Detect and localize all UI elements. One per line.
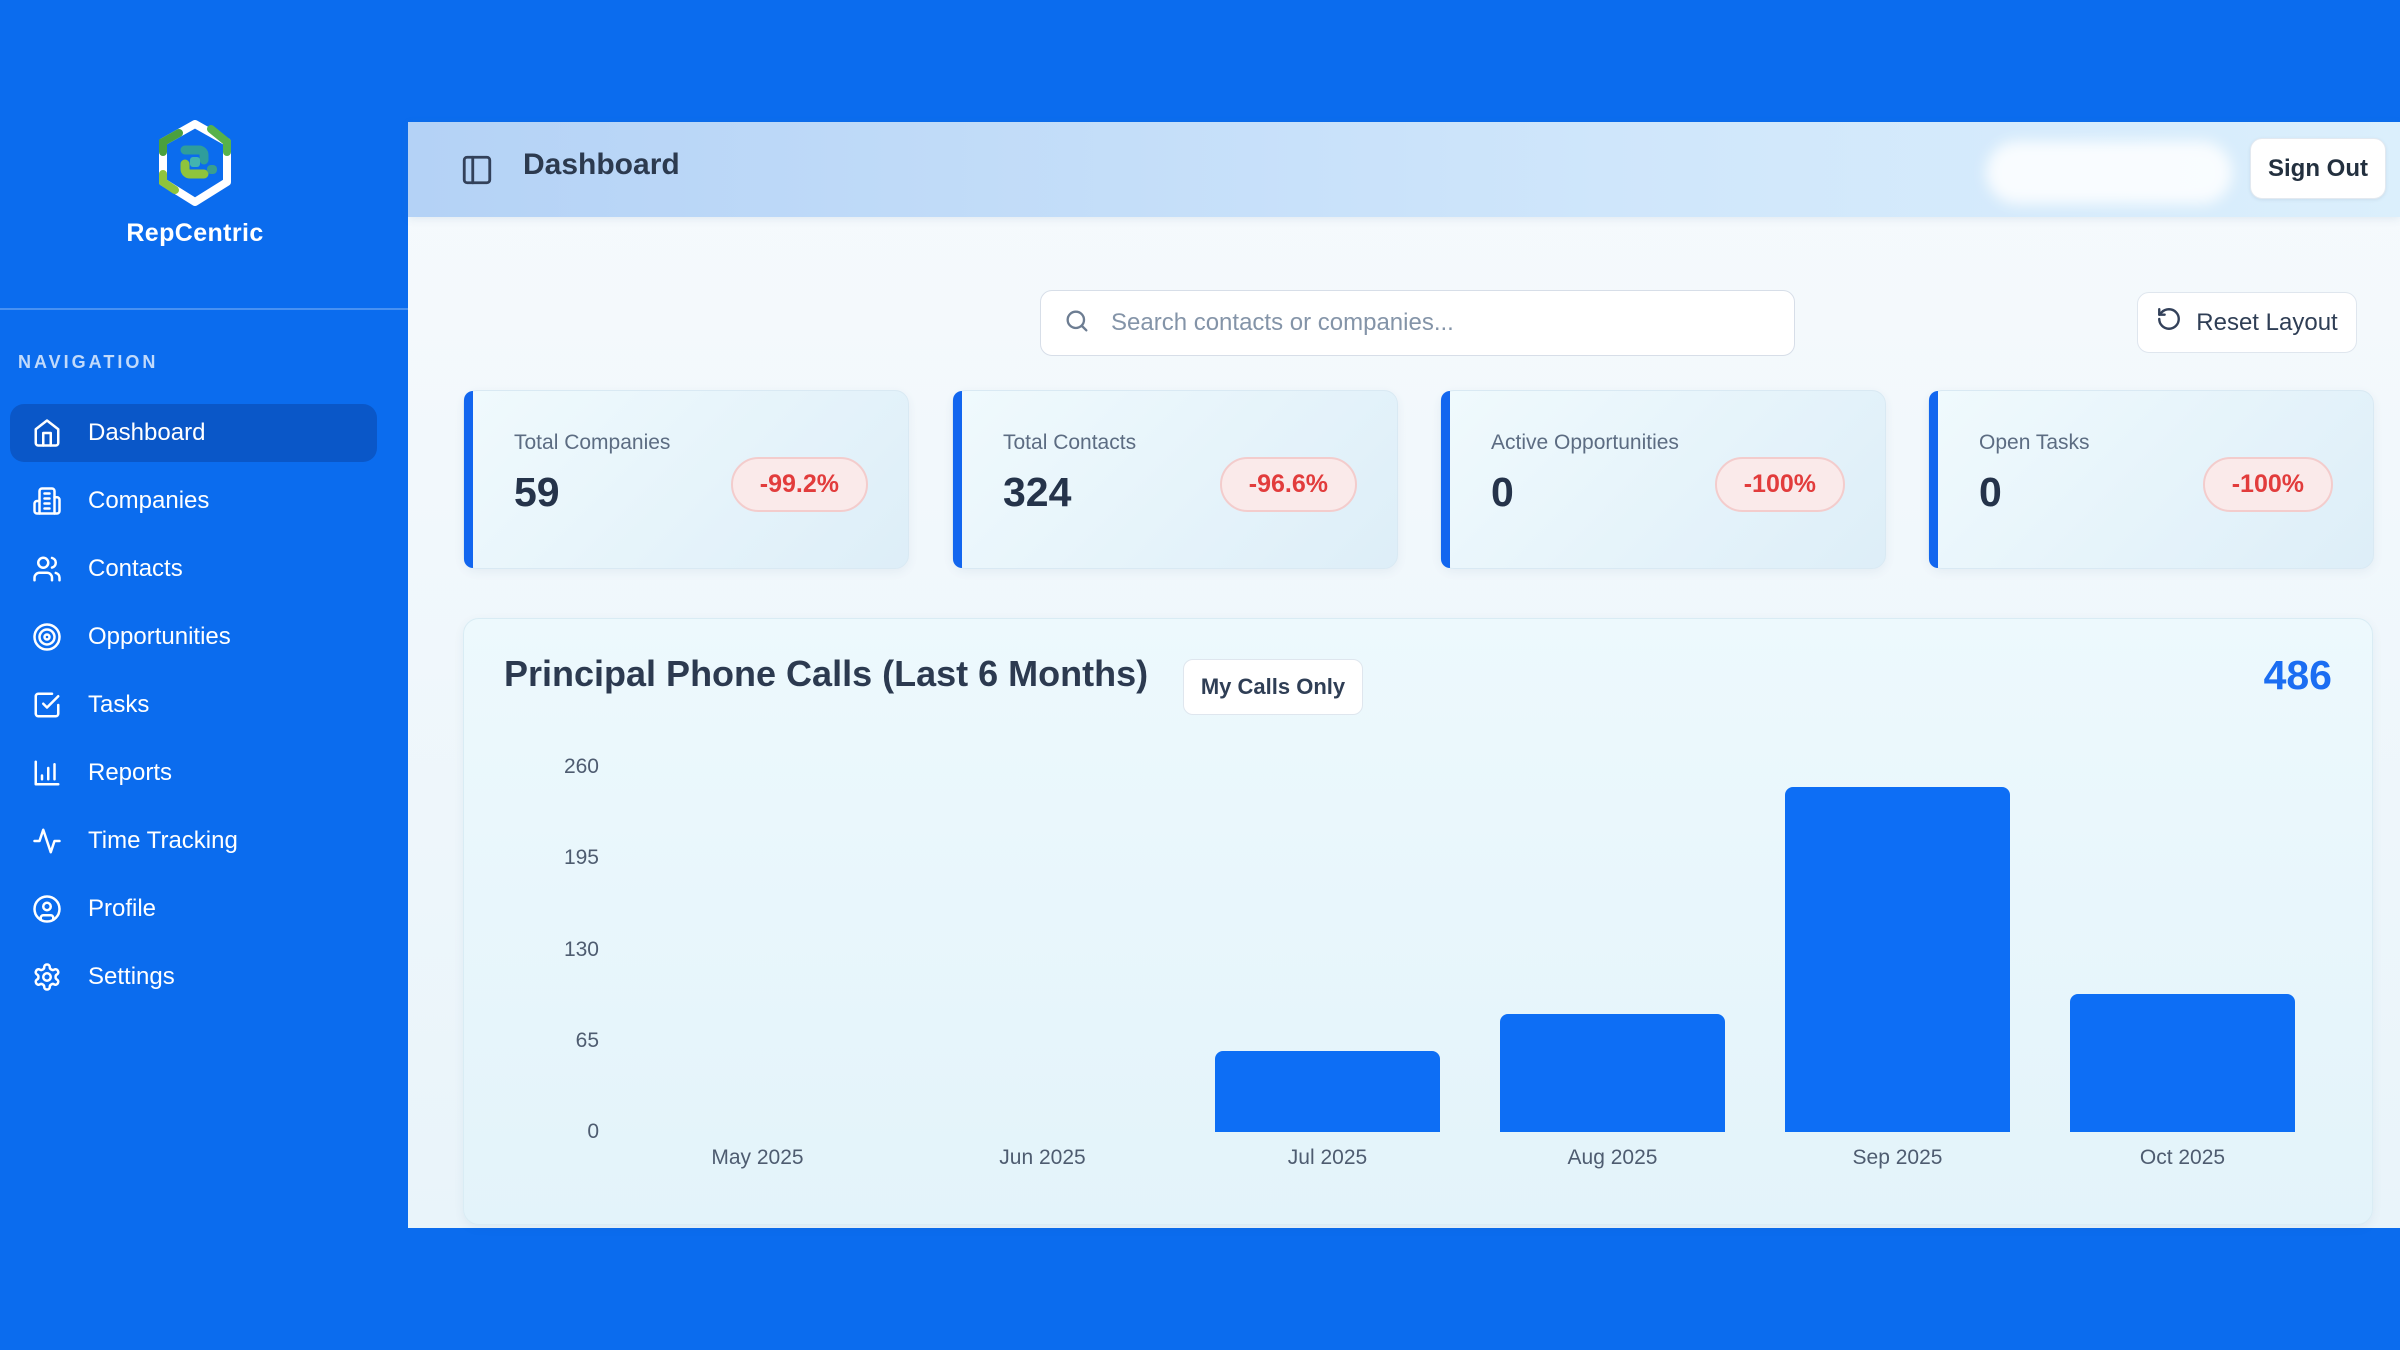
y-tick-label: 130 [563,937,599,961]
stat-change-badge: -100% [2202,457,2333,512]
sidebar-item-tasks[interactable]: Tasks [10,676,377,734]
bar-aug-2025[interactable] [1500,1014,1725,1132]
stat-change-badge: -96.6% [1219,457,1357,512]
bar-sep-2025[interactable] [1785,786,2010,1132]
stat-label: Open Tasks [1979,431,2090,454]
sidebar-item-contacts[interactable]: Contacts [10,540,377,598]
sign-out-label: Sign Out [2268,154,2368,182]
sidebar-item-profile[interactable]: Profile [10,880,377,938]
nav-menu: Dashboard Companies Contacts Opportuniti… [10,404,377,1006]
sidebar-item-dashboard[interactable]: Dashboard [10,404,377,462]
bar-chart-icon [32,758,62,788]
my-calls-only-button[interactable]: My Calls Only [1183,659,1363,715]
chart-plot [615,767,2325,1132]
y-tick-label: 260 [563,755,599,778]
chart-title: Principal Phone Calls (Last 6 Months) [504,653,1149,694]
sidebar-item-label: Profile [88,895,157,922]
x-tick-label: May 2025 [711,1146,804,1169]
stat-label: Total Contacts [1003,431,1137,454]
content-panel: Dashboard Sign Out Reset Layout Total Co… [408,122,2400,1228]
stat-label: Total Companies [514,431,671,454]
y-tick-label: 65 [575,1028,599,1052]
stat-value: 0 [1491,469,1514,515]
y-tick-label: 195 [563,846,599,870]
my-calls-only-label: My Calls Only [1200,674,1346,699]
phone-calls-chart-card: Principal Phone Calls (Last 6 Months) My… [463,618,2373,1225]
bar-jul-2025[interactable] [1215,1050,1440,1132]
reset-layout-label: Reset Layout [2196,308,2338,336]
stat-label: Active Opportunities [1491,431,1679,454]
stat-card-total-companies: Total Companies 59 -99.2% [463,390,909,569]
user-email-redacted [1986,141,2232,204]
sidebar-item-settings[interactable]: Settings [10,948,377,1006]
sidebar-toggle-icon[interactable] [460,153,494,187]
repcentric-hexagon-logo-icon [155,120,235,212]
reset-layout-button[interactable]: Reset Layout [2137,292,2357,353]
stat-change-badge: -99.2% [730,457,868,512]
x-tick-label: Jun 2025 [999,1146,1086,1169]
gear-icon [32,962,62,992]
chart-plot-wrap: May 2025 Jun 2025 Jul 2025 Aug 2025 Sep 2025… [615,767,2325,1170]
search-box [1040,290,1795,356]
x-tick-label: Sep 2025 [1852,1146,1943,1169]
sign-out-button[interactable]: Sign Out [2250,138,2386,199]
nav-section-label: NAVIGATION [18,352,159,372]
sidebar-item-label: Settings [88,963,175,990]
home-icon [32,418,62,448]
sidebar-item-label: Companies [88,487,210,514]
stat-change-badge: -100% [1714,457,1845,512]
check-square-icon [32,690,62,720]
sidebar-item-time-tracking[interactable]: Time Tracking [10,812,377,870]
stat-value: 0 [1979,469,2002,515]
stat-value: 324 [1003,469,1072,515]
users-icon [32,554,62,584]
rotate-ccw-icon [2156,306,2182,339]
stat-card-active-opportunities: Active Opportunities 0 -100% [1440,390,1886,569]
search-icon [1063,307,1091,340]
x-tick-label: Aug 2025 [1567,1146,1658,1169]
page-title: Dashboard [523,148,680,181]
sidebar-item-label: Dashboard [88,419,206,446]
header-bar: Dashboard Sign Out [408,122,2400,217]
sidebar-item-label: Tasks [88,691,150,718]
sidebar-item-label: Opportunities [88,623,231,650]
sidebar-item-label: Time Tracking [88,827,238,854]
sidebar-item-opportunities[interactable]: Opportunities [10,608,377,666]
chart-y-axis: 0 65 130 195 260 [504,755,599,1143]
activity-icon [32,826,62,856]
stat-card-total-contacts: Total Contacts 324 -96.6% [952,390,1398,569]
x-tick-label: Oct 2025 [2139,1146,2226,1169]
y-tick-label: 0 [587,1120,599,1143]
target-icon [32,622,62,652]
sidebar-divider [0,308,408,310]
brand-logo: RepCentric [125,118,265,248]
stat-value: 59 [514,469,560,515]
bar-oct-2025[interactable] [2070,994,2295,1132]
stat-card-open-tasks: Open Tasks 0 -100% [1928,390,2374,569]
user-circle-icon [32,894,62,924]
sidebar-item-reports[interactable]: Reports [10,744,377,802]
building-icon [32,486,62,516]
brand-name: RepCentric [126,219,264,247]
sidebar-item-companies[interactable]: Companies [10,472,377,530]
chart-x-axis: May 2025 Jun 2025 Jul 2025 Aug 2025 Sep 2025… [615,1146,2325,1170]
sidebar: RepCentric NAVIGATION Dashboard Companie… [0,0,408,1350]
search-input[interactable] [1109,308,1772,338]
chart-body: 0 65 130 195 260 May 2025 Jun 2025 Jul 2025 Aug… [504,755,2325,1170]
sidebar-item-label: Contacts [88,555,183,582]
chart-total-value: 486 [2263,652,2332,698]
sidebar-item-label: Reports [88,759,173,786]
x-tick-label: Jul 2025 [1287,1146,1368,1169]
